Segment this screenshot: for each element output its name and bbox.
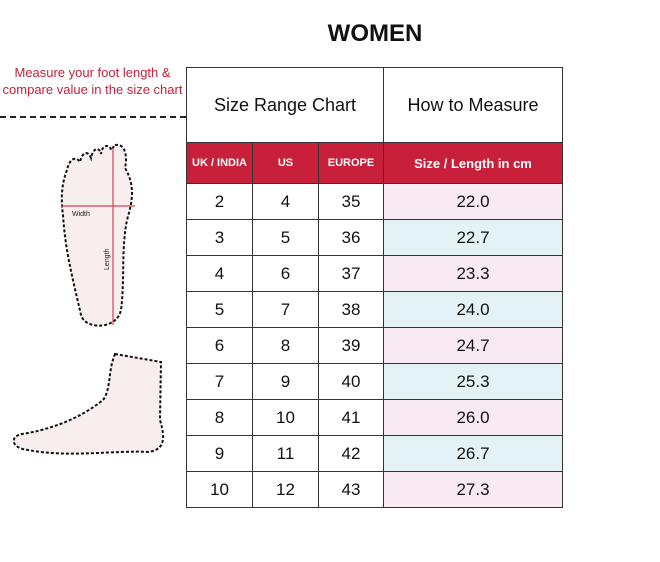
table-row: 3 5 36 22.7	[186, 219, 563, 256]
length-cm-cell: 25.3	[383, 363, 563, 400]
length-cm-cell: 24.7	[383, 327, 563, 364]
how-to-measure-header: How to Measure	[383, 67, 563, 143]
uk-size-cell: 4	[186, 255, 253, 292]
uk-size-cell: 2	[186, 183, 253, 220]
us-size-cell: 10	[252, 399, 319, 436]
length-cm-cell: 22.0	[383, 183, 563, 220]
length-cm-cell: 22.7	[383, 219, 563, 256]
col-europe: EUROPE	[318, 142, 384, 184]
us-size-cell: 12	[252, 471, 319, 508]
length-cm-cell: 27.3	[383, 471, 563, 508]
length-cm-cell: 26.7	[383, 435, 563, 472]
length-cm-cell: 24.0	[383, 291, 563, 328]
us-size-cell: 8	[252, 327, 319, 364]
uk-size-cell: 3	[186, 219, 253, 256]
us-size-cell: 5	[252, 219, 319, 256]
size-range-chart-header: Size Range Chart	[186, 67, 384, 143]
uk-size-cell: 8	[186, 399, 253, 436]
length-cm-cell: 26.0	[383, 399, 563, 436]
width-label: Width	[72, 211, 90, 218]
foot-side-diagram	[12, 352, 165, 455]
dashed-divider	[0, 116, 186, 118]
europe-size-cell: 41	[318, 399, 384, 436]
europe-size-cell: 42	[318, 435, 384, 472]
table-row: 5 7 38 24.0	[186, 291, 563, 328]
col-length-cm: Size / Length in cm	[383, 142, 563, 184]
us-size-cell: 11	[252, 435, 319, 472]
table-row: 10 12 43 27.3	[186, 471, 563, 508]
europe-size-cell: 36	[318, 219, 384, 256]
uk-size-cell: 9	[186, 435, 253, 472]
foot-top-diagram: Width Length	[60, 143, 135, 327]
us-size-cell: 6	[252, 255, 319, 292]
col-uk-india: UK / INDIA	[186, 142, 253, 184]
table-row: 6 8 39 24.7	[186, 327, 563, 364]
col-us: US	[252, 142, 319, 184]
length-cm-cell: 23.3	[383, 255, 563, 292]
page-title: WOMEN	[327, 20, 423, 47]
table-row: 4 6 37 23.3	[186, 255, 563, 292]
size-chart-table: Size Range Chart How to Measure UK / IND…	[186, 67, 563, 508]
uk-size-cell: 10	[186, 471, 253, 508]
measure-note: Measure your foot length & compare value…	[2, 65, 183, 97]
uk-size-cell: 7	[186, 363, 253, 400]
europe-size-cell: 39	[318, 327, 384, 364]
uk-size-cell: 5	[186, 291, 253, 328]
us-size-cell: 9	[252, 363, 319, 400]
europe-size-cell: 43	[318, 471, 384, 508]
table-row: 9 11 42 26.7	[186, 435, 563, 472]
us-size-cell: 7	[252, 291, 319, 328]
europe-size-cell: 35	[318, 183, 384, 220]
table-row: 7 9 40 25.3	[186, 363, 563, 400]
europe-size-cell: 38	[318, 291, 384, 328]
uk-size-cell: 6	[186, 327, 253, 364]
us-size-cell: 4	[252, 183, 319, 220]
europe-size-cell: 37	[318, 255, 384, 292]
table-row: 2 4 35 22.0	[186, 183, 563, 220]
table-row: 8 10 41 26.0	[186, 399, 563, 436]
europe-size-cell: 40	[318, 363, 384, 400]
length-label: Length	[104, 248, 111, 270]
